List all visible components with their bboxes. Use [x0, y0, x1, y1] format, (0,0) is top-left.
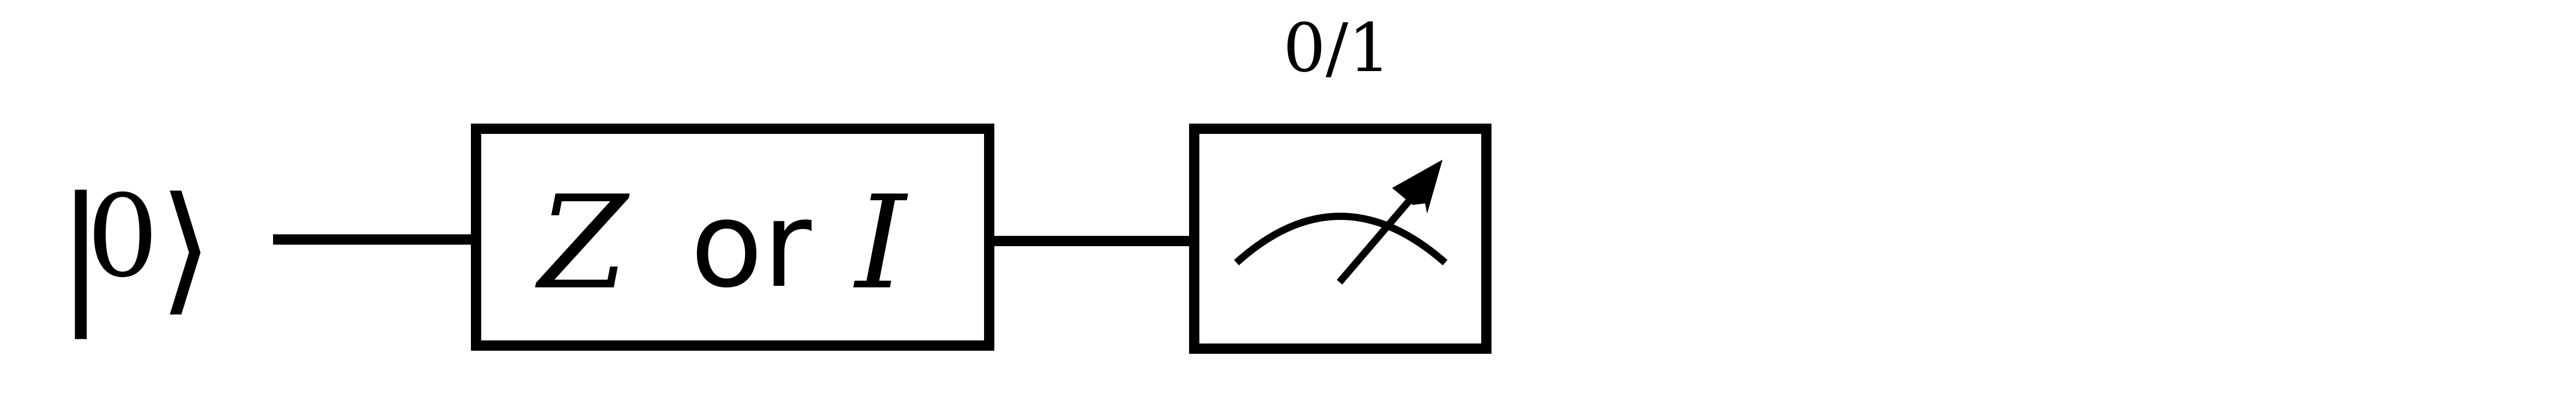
ket-value: 0 [87, 170, 159, 302]
gate-label-i: I [853, 168, 908, 318]
ket-left-bar: | [56, 166, 106, 341]
gate-box: Z or I [471, 124, 994, 351]
meter-icon [1234, 160, 1448, 285]
gate-label-or: or [690, 177, 812, 314]
measurement-box [1189, 124, 1492, 354]
measurement-outcome-label: 0/1 [1283, 9, 1391, 87]
ket-right-angle: ⟩ [159, 167, 213, 329]
measurement-frame [1189, 124, 1492, 354]
input-ket: | 0 ⟩ [56, 166, 213, 341]
gate-label-z: Z [535, 168, 630, 318]
gate-frame [471, 124, 994, 351]
